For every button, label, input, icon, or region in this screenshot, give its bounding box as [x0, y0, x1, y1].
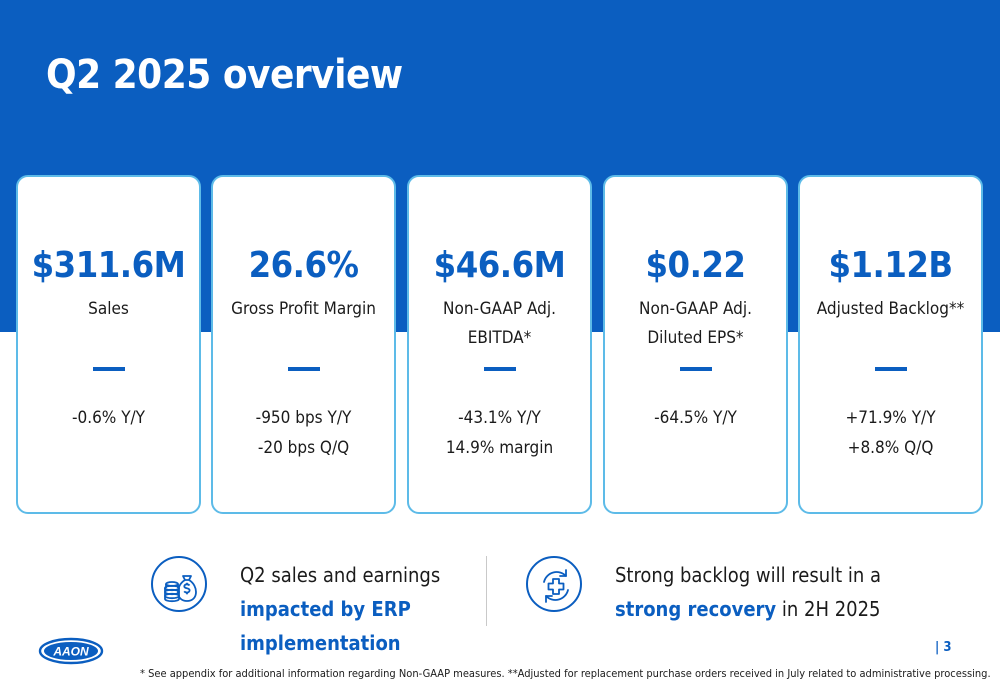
- separator-dash: [92, 367, 125, 371]
- metric-cards: $311.6M Sales -0.6% Y/Y 26.6% Gross Prof…: [16, 175, 984, 514]
- metric-card-eps: $0.22 Non-GAAP Adj. Diluted EPS* -64.5% …: [603, 175, 788, 514]
- note-right-line: Strong backlog will result in a: [615, 563, 882, 587]
- metric-change: -0.6% Y/Y: [71, 408, 146, 428]
- slide-title: Q2 2025 overview: [46, 52, 403, 98]
- metric-card-ebitda: $46.6M Non-GAAP Adj. EBITDA* -43.1% Y/Y …: [407, 175, 592, 514]
- note-left-highlight: implementation: [240, 631, 401, 655]
- metric-change: +71.9% Y/Y +8.8% Q/Q: [845, 408, 936, 458]
- metric-label: Gross Profit Margin: [231, 299, 376, 319]
- metric-value: $311.6M: [31, 245, 186, 286]
- note-left-line: Q2 sales and earnings: [240, 563, 441, 587]
- footnote: * See appendix for additional informatio…: [140, 667, 991, 680]
- metric-label: Sales: [88, 299, 129, 319]
- svg-text:AAON: AAON: [52, 645, 89, 659]
- metric-change: -950 bps Y/Y -20 bps Q/Q: [255, 408, 352, 458]
- note-right: Strong backlog will result in a strong r…: [615, 558, 881, 626]
- notes-divider: [486, 556, 487, 626]
- note-left-highlight: impacted by ERP: [240, 597, 411, 621]
- aaon-logo: AAON: [38, 636, 104, 666]
- metric-label: Non-GAAP Adj. EBITDA*: [443, 299, 556, 348]
- separator-dash: [483, 367, 516, 371]
- separator-dash: [874, 367, 907, 371]
- metric-card-sales: $311.6M Sales -0.6% Y/Y: [16, 175, 201, 514]
- metric-change: -64.5% Y/Y: [654, 408, 737, 428]
- metric-value: $1.12B: [828, 245, 953, 286]
- metric-value: 26.6%: [248, 245, 359, 286]
- note-right-line2: strong recovery in 2H 2025: [615, 597, 881, 621]
- note-left: Q2 sales and earnings impacted by ERP im…: [240, 558, 440, 660]
- metric-card-gross-margin: 26.6% Gross Profit Margin -950 bps Y/Y -…: [211, 175, 396, 514]
- page-number: | 3: [935, 640, 952, 655]
- metric-value: $46.6M: [433, 245, 566, 286]
- metric-label: Non-GAAP Adj. Diluted EPS*: [639, 299, 752, 348]
- metric-label: Adjusted Backlog**: [816, 299, 965, 319]
- money-bag-coins-icon: [151, 556, 207, 612]
- metric-change: -43.1% Y/Y 14.9% margin: [445, 408, 554, 458]
- refresh-medical-cross-icon: [526, 556, 582, 612]
- metric-value: $0.22: [645, 245, 746, 286]
- separator-dash: [679, 367, 712, 371]
- metric-card-backlog: $1.12B Adjusted Backlog** +71.9% Y/Y +8.…: [798, 175, 983, 514]
- separator-dash: [287, 367, 320, 371]
